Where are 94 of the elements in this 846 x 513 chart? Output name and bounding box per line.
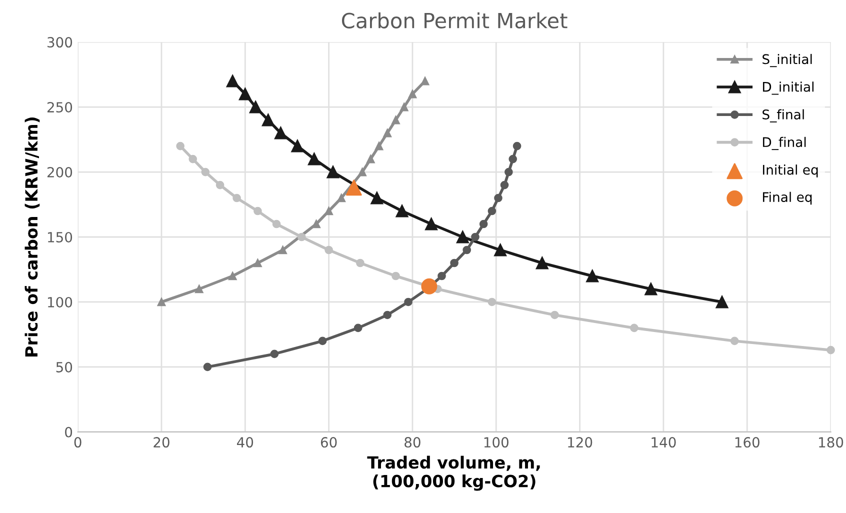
point	[176, 142, 184, 150]
point	[270, 350, 279, 358]
point	[392, 272, 400, 280]
point	[408, 90, 417, 98]
point	[500, 180, 509, 190]
point	[826, 346, 835, 354]
point	[471, 232, 480, 242]
point	[272, 220, 281, 228]
legend-label: D_initial	[762, 82, 814, 95]
point	[370, 192, 384, 204]
point	[383, 128, 392, 138]
y-tick-label: 100	[48, 296, 72, 308]
x-tick-label: 140	[652, 437, 676, 448]
point	[203, 362, 212, 372]
point	[504, 168, 513, 176]
point	[374, 142, 384, 150]
x-tick-label: 0	[74, 437, 82, 448]
y-tick-label: 250	[47, 102, 72, 113]
x-tick-label: 180	[819, 437, 844, 448]
point	[157, 298, 166, 306]
point	[586, 270, 599, 282]
point	[226, 74, 239, 88]
point	[550, 310, 559, 320]
point	[396, 204, 408, 218]
y-tick-label: 300	[48, 37, 72, 48]
point	[438, 272, 446, 280]
x-tick-label: 120	[568, 437, 592, 448]
point	[488, 206, 496, 216]
x-tick-label: 80	[404, 437, 420, 448]
point	[254, 206, 262, 216]
point	[318, 336, 327, 346]
y-tick-label: 200	[47, 166, 72, 178]
point	[249, 100, 262, 114]
legend-label: Initial eq	[762, 164, 818, 178]
x-tick-label: 40	[236, 437, 254, 448]
point	[730, 336, 739, 346]
point	[337, 194, 346, 202]
point	[262, 114, 274, 126]
x-axis-title: Traded volume, m, (100,000 kg-CO2)	[367, 456, 540, 491]
chart-title: Carbon Permit Market	[342, 12, 568, 28]
legend-label: S_initial	[762, 54, 812, 68]
point	[201, 168, 210, 176]
point	[358, 168, 366, 176]
point	[232, 194, 241, 202]
point	[216, 180, 224, 190]
point	[324, 246, 333, 254]
point	[324, 206, 333, 216]
x-tick-label: 100	[484, 437, 508, 448]
point	[383, 310, 392, 320]
point	[308, 152, 320, 166]
point	[297, 232, 306, 242]
legend-label: D_final	[762, 136, 806, 150]
point	[291, 140, 304, 152]
point	[392, 116, 400, 124]
y-axis-title: Price of carbon (KRW/km)	[24, 117, 40, 356]
point	[479, 220, 488, 228]
point	[326, 166, 340, 178]
point	[425, 218, 438, 230]
point	[716, 296, 728, 308]
point	[630, 324, 638, 332]
point	[188, 154, 198, 164]
point	[420, 76, 430, 86]
point	[274, 126, 287, 140]
point	[450, 258, 458, 268]
point	[278, 246, 287, 254]
y-tick-label: 150	[48, 232, 72, 242]
y-tick-label: 0	[65, 426, 72, 438]
point	[404, 298, 412, 306]
point	[421, 278, 438, 294]
x-tick-label: 60	[320, 437, 337, 448]
point	[194, 284, 204, 294]
point	[356, 258, 364, 268]
point	[312, 220, 320, 228]
point	[536, 256, 548, 270]
legend-label: S_final	[762, 109, 804, 122]
point	[254, 258, 262, 268]
point	[400, 102, 408, 112]
y-tick-label: 50	[56, 362, 72, 372]
legend-label: Final eq	[762, 192, 812, 205]
x-tick-label: 20	[154, 437, 170, 448]
point	[512, 142, 522, 150]
point	[346, 180, 362, 196]
point	[462, 246, 472, 254]
point	[488, 298, 496, 306]
point	[456, 230, 469, 244]
point	[494, 244, 507, 256]
point	[508, 154, 518, 164]
point	[366, 154, 375, 164]
point	[228, 272, 237, 280]
x-tick-label: 160	[735, 437, 760, 448]
point	[644, 282, 658, 296]
point	[238, 88, 252, 100]
point	[354, 324, 362, 332]
point	[494, 194, 502, 202]
